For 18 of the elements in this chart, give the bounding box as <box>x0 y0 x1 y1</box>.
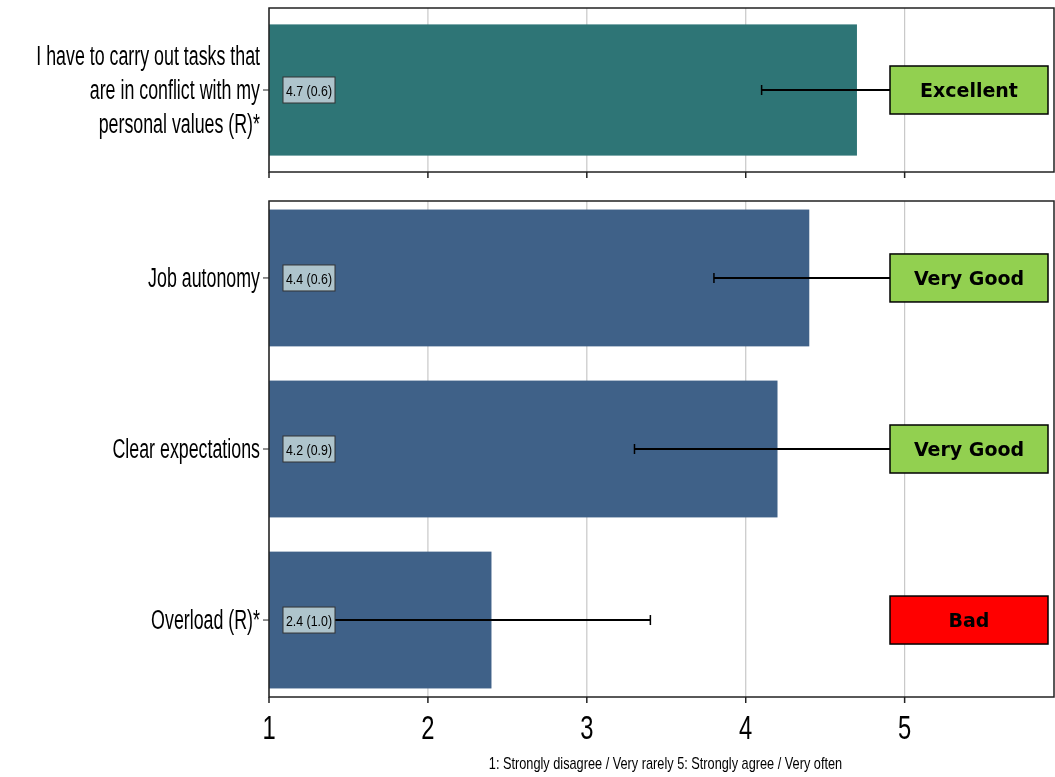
x-tick-label: 2 <box>421 707 435 746</box>
annotation: Very Good <box>913 438 1025 460</box>
x-tick-label: 3 <box>580 707 594 746</box>
y-tick-label: I have to carry out tasks that are in conflict with my personal values (R)* <box>36 40 261 139</box>
data-label: 2.4 (1.0) <box>286 612 342 630</box>
annotation: Excellent <box>920 79 1018 101</box>
x-axis-title: 1: Strongly disagree / Very rarely 5: Strongly agree / Very often <box>488 753 843 773</box>
annotation: Very Good <box>913 266 1025 289</box>
data-label: 4.7 (0.6) <box>286 82 342 99</box>
annotation: Bad <box>948 609 990 632</box>
x-tick-label: 5 <box>898 707 912 746</box>
data-label: 4.2 (0.9) <box>286 441 342 458</box>
x-tick-label: 1 <box>262 707 276 746</box>
y-tick-label: Clear expectations <box>112 433 260 464</box>
x-tick-label: 4 <box>739 707 753 746</box>
y-tick-label: Job autonomy <box>148 262 261 293</box>
y-tick-label: Overload (R)* <box>151 604 261 635</box>
data-label: 4.4 (0.6) <box>286 269 342 287</box>
